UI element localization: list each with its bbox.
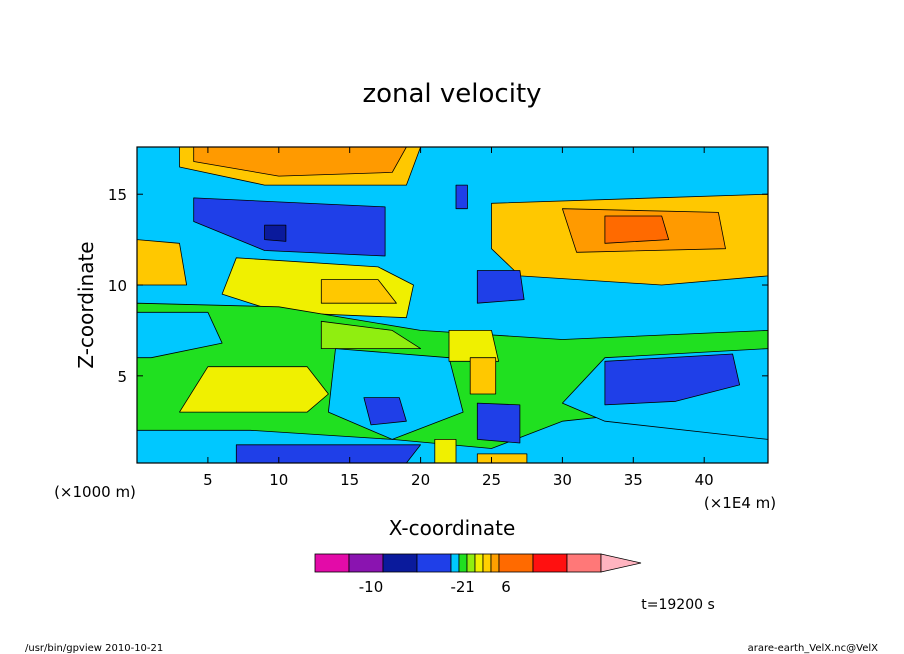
contour-regions: [137, 147, 768, 463]
colorbar-swatch-1: [314, 553, 350, 573]
colorbar-swatch-7: [466, 553, 476, 573]
colorbar-swatch-3: [382, 553, 418, 573]
colorbar-tick-label-1: -10: [359, 578, 384, 596]
colorbar-swatch-2: [348, 553, 384, 573]
contour-region-cyan-14: [137, 311, 223, 359]
x-tick-label-40: 40: [695, 471, 714, 489]
contour-region-light-orange-10: [320, 279, 397, 304]
colorbar-tick-label-4: 6: [501, 578, 511, 596]
plot-area: 5 10 15 20 25 30 35 40 5 10 15: [108, 146, 769, 489]
y-axis-label: Z-coordinate: [74, 241, 98, 368]
contour-region-orange-2: [193, 147, 407, 177]
colorbar-swatch-6: [458, 553, 468, 573]
contour-region-dark-orange-5: [604, 215, 670, 244]
colorbar-swatch-9: [482, 553, 492, 573]
x-ticks: 5 10 15 20 25 30 35 40: [203, 147, 714, 489]
y-tick-label-5: 5: [117, 368, 127, 386]
colorbar: [314, 553, 642, 573]
contour-region-yellow-17: [448, 329, 500, 362]
x-axis-unit: (×1E4 m): [704, 494, 776, 512]
x-axis-label: X-coordinate: [389, 516, 516, 540]
chart-title: zonal velocity: [362, 79, 541, 109]
colorbar-tick-labels: -10 -2 1 6: [359, 578, 511, 596]
contour-region-blue-23: [235, 444, 422, 463]
contour-region-light-orange-6: [137, 239, 188, 286]
x-tick-label-15: 15: [340, 471, 359, 489]
plot-frame: [136, 146, 769, 464]
contour-region-blue-7: [193, 197, 386, 257]
contour-region-blue-11: [476, 270, 525, 304]
contour-region-light-green-13: [320, 320, 422, 350]
contour-region-blue-22: [363, 397, 407, 426]
x-tick-label-25: 25: [482, 471, 501, 489]
contour-region-blue-26: [455, 184, 468, 210]
colorbar-tick-label-2: -2: [451, 578, 466, 596]
contour-region-dark-blue-8: [264, 224, 287, 242]
colorbar-swatch-5: [450, 553, 460, 573]
y-ticks: 5 10 15: [108, 186, 768, 386]
contour-region-blue-20: [604, 353, 740, 406]
x-tick-label-5: 5: [203, 471, 213, 489]
x-tick-label-10: 10: [269, 471, 288, 489]
colorbar-swatch-8: [474, 553, 484, 573]
x-tick-label-20: 20: [411, 471, 430, 489]
y-tick-label-15: 15: [108, 186, 127, 204]
y-axis-unit: (×1000 m): [54, 483, 136, 501]
y-tick-label-10: 10: [108, 277, 127, 295]
x-tick-label-35: 35: [624, 471, 643, 489]
colorbar-swatch-4: [416, 553, 452, 573]
x-tick-label-30: 30: [553, 471, 572, 489]
footer-right: arare-earth_VelX.nc@VelX: [748, 643, 879, 654]
contour-region-yellow-24: [434, 438, 457, 463]
colorbar-swatch-10: [490, 553, 500, 573]
colorbar-tick-label-3: 1: [465, 578, 475, 596]
time-label: t=19200 s: [641, 597, 715, 613]
contour-region-light-orange-25: [476, 453, 528, 463]
contour-region-light-orange-18: [469, 357, 497, 395]
colorbar-swatch-12: [532, 553, 568, 573]
colorbar-swatch-11: [498, 553, 534, 573]
contour-region-cyan-15: [327, 348, 464, 440]
contour-region-yellow-16: [179, 366, 329, 413]
footer-left: /usr/bin/gpview 2010-10-21: [25, 643, 163, 654]
colorbar-swatch-13: [566, 553, 602, 573]
contour-region-blue-21: [476, 402, 521, 444]
colorbar-arrow-end: [600, 553, 642, 573]
